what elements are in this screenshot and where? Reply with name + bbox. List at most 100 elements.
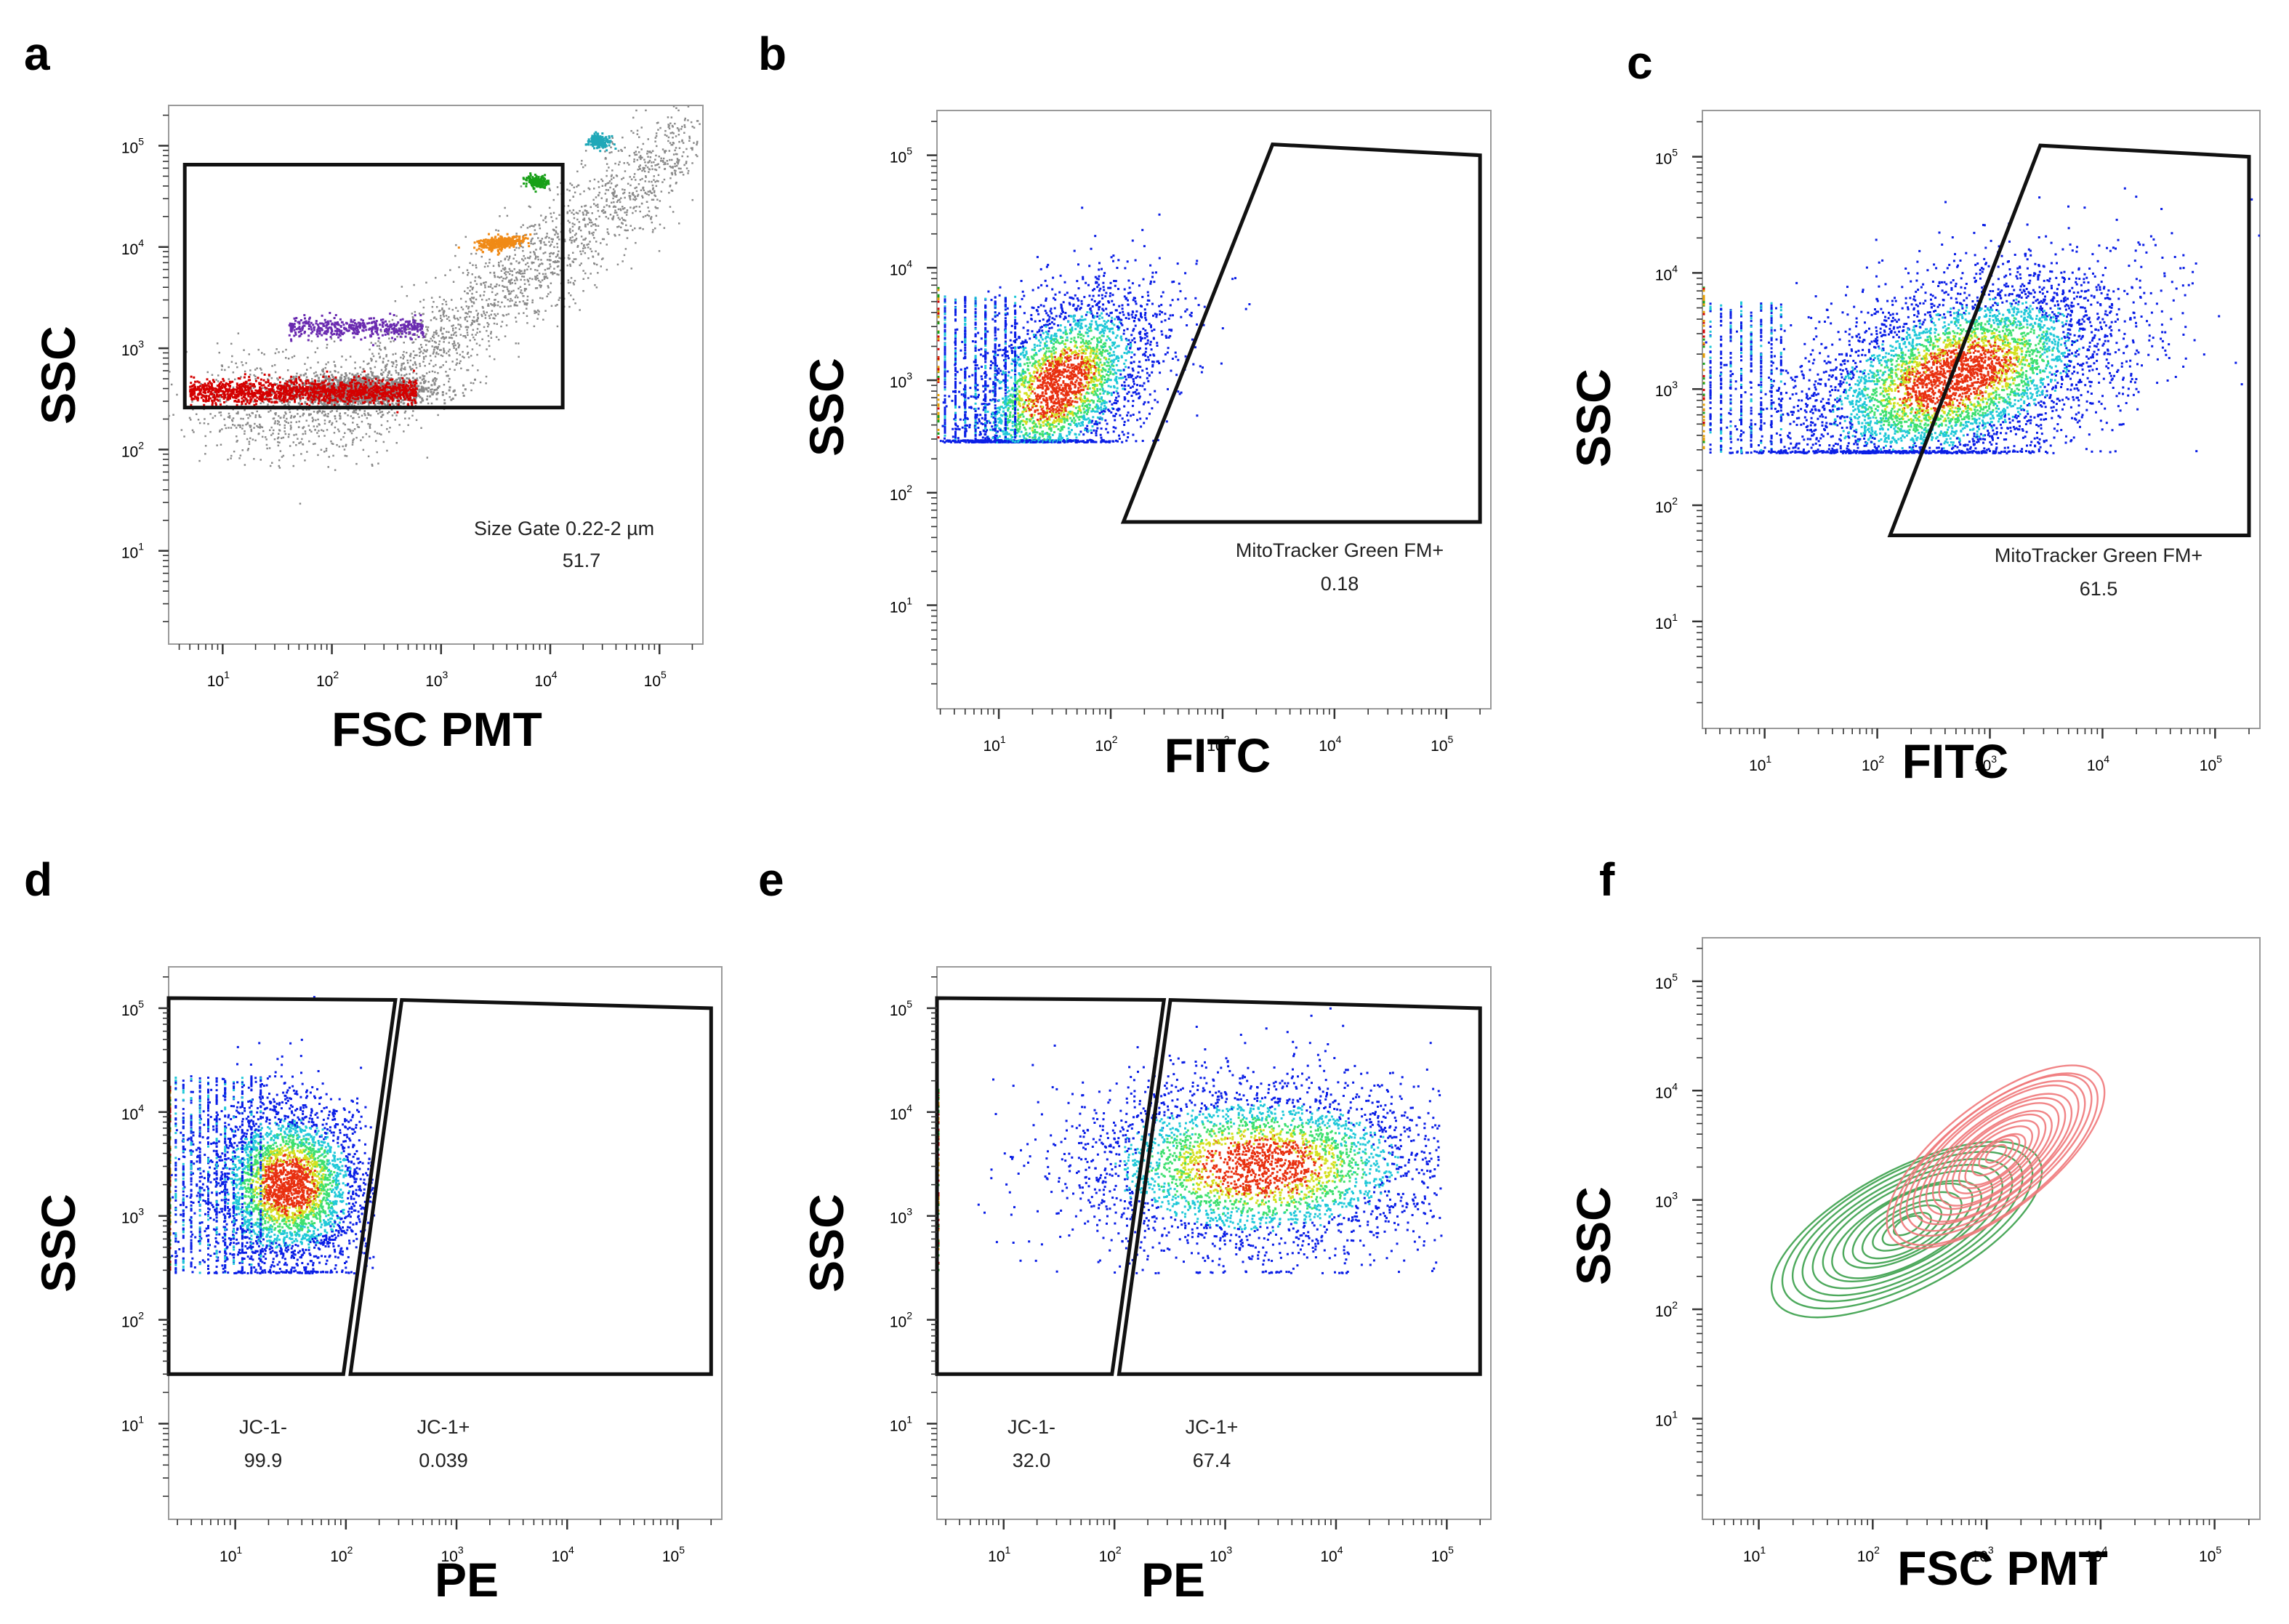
gray-event (421, 397, 424, 400)
gray-event (286, 417, 288, 420)
gray-event (404, 410, 407, 413)
gray-event (246, 422, 249, 424)
gray-event (311, 417, 314, 419)
gray-event (638, 206, 641, 208)
gray-event (582, 238, 584, 241)
gray-event (550, 216, 552, 218)
gray-event (635, 109, 637, 112)
gray-event (663, 178, 666, 181)
gray-event (318, 424, 321, 426)
gray-event (325, 376, 328, 379)
gray-event (582, 214, 584, 216)
gray-event (544, 310, 547, 312)
gray-event (672, 142, 675, 144)
gray-event (252, 401, 254, 403)
gray-event (382, 371, 385, 374)
gray-event (343, 376, 346, 378)
gray-event (458, 266, 460, 268)
gray-event (299, 400, 302, 402)
gray-event (310, 340, 313, 342)
gray-event (488, 258, 491, 261)
gray-event (539, 242, 542, 244)
gray-event (367, 414, 370, 416)
gray-event (708, 159, 710, 161)
gray-event (435, 318, 438, 321)
gray-event (637, 169, 639, 171)
gray-event (422, 386, 425, 389)
gray-event (254, 439, 257, 442)
gray-event (644, 214, 647, 217)
gray-event (588, 188, 591, 190)
gray-event (272, 433, 274, 435)
gray-event (271, 365, 273, 367)
gray-event (593, 262, 595, 265)
gray-event (258, 414, 260, 417)
gray-event (513, 268, 515, 270)
gray-event (278, 424, 281, 426)
gray-event (218, 351, 220, 354)
gray-event (488, 323, 490, 326)
bead-red (196, 399, 199, 402)
gray-event (219, 430, 221, 433)
gray-event (423, 381, 426, 384)
gray-event (420, 350, 422, 353)
gray-event (219, 401, 222, 403)
gray-event (357, 426, 359, 428)
bead-red (272, 383, 274, 386)
gray-event (408, 333, 410, 335)
gray-event (285, 348, 287, 351)
gray-event (507, 259, 510, 261)
bead-red (329, 398, 331, 401)
gray-event (664, 134, 667, 136)
gray-event (353, 395, 355, 398)
gray-event (601, 180, 604, 182)
bead-red (363, 395, 366, 398)
gray-event (593, 237, 595, 239)
gray-event (657, 163, 659, 165)
gray-event (526, 304, 528, 306)
gray-event (493, 322, 496, 325)
gray-event (555, 230, 558, 233)
gray-event (552, 238, 554, 241)
gray-event (419, 344, 422, 346)
gray-event (288, 379, 290, 382)
gray-event (395, 442, 398, 444)
gray-event (590, 225, 592, 228)
gray-event (379, 349, 382, 351)
gray-event (579, 229, 582, 232)
gray-event (444, 274, 446, 276)
gray-event (645, 201, 648, 203)
gray-event (276, 422, 279, 425)
gray-event (297, 438, 299, 440)
gray-event (503, 268, 506, 271)
gray-event (505, 313, 508, 316)
gray-event (487, 303, 489, 305)
gray-event (597, 206, 599, 208)
gray-event (474, 378, 476, 381)
gray-event (675, 147, 677, 149)
gray-event (669, 165, 672, 168)
gray-event (592, 223, 595, 226)
gray-event (326, 403, 329, 406)
gray-event (677, 109, 680, 112)
gray-event (387, 360, 390, 362)
gray-event (523, 276, 526, 278)
gray-event (452, 334, 455, 336)
gray-event (539, 240, 541, 242)
gray-event (578, 228, 580, 230)
gray-event (656, 180, 659, 182)
gray-event (223, 418, 225, 420)
gray-event (470, 324, 472, 326)
gray-event (539, 248, 542, 250)
gray-event (642, 228, 644, 230)
gray-event (425, 350, 427, 353)
gray-event (451, 299, 453, 301)
gray-event (517, 271, 519, 273)
gray-event (443, 350, 446, 353)
gray-event (327, 361, 329, 363)
gray-event (399, 331, 402, 334)
bead-red (225, 382, 228, 385)
gray-event (647, 161, 649, 164)
gray-event (421, 379, 424, 381)
gray-event (358, 426, 361, 428)
